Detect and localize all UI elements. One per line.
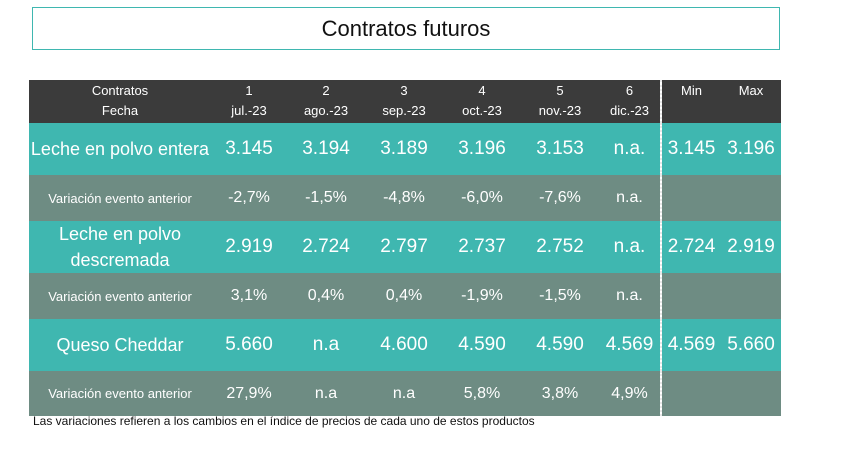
row-label: Queso Cheddar (29, 319, 211, 371)
table-cell: 3.145 (211, 123, 287, 175)
row-label: Variación evento anterior (29, 371, 211, 416)
table-cell: 3.153 (521, 123, 599, 175)
month-label: nov.-23 (538, 103, 582, 118)
table-cell: n.a (287, 371, 365, 416)
month-label: dic.-23 (609, 103, 650, 118)
max-cell (721, 371, 781, 416)
table-row: Variación evento anterior 3,1% 0,4% 0,4%… (29, 273, 781, 319)
table-cell: 2.919 (211, 221, 287, 273)
table-cell: n.a. (599, 221, 661, 273)
table-cell: 4.590 (443, 319, 521, 371)
header-month-3: 3 sep.-23 (365, 80, 443, 123)
month-number: 2 (322, 83, 330, 98)
max-cell (721, 273, 781, 319)
table-cell: 2.797 (365, 221, 443, 273)
row-label: Leche en polvo descremada (29, 221, 211, 273)
month-number: 3 (400, 83, 408, 98)
table-cell: 0,4% (287, 273, 365, 319)
table-cell: 3.194 (287, 123, 365, 175)
table-cell: n.a. (599, 123, 661, 175)
max-cell (721, 175, 781, 221)
max-cell: 2.919 (721, 221, 781, 273)
min-cell (660, 371, 721, 416)
table-cell: -1,9% (443, 273, 521, 319)
header-month-6: 6 dic.-23 (599, 80, 661, 123)
min-cell (660, 175, 721, 221)
table-row: Leche en polvo descremada 2.919 2.724 2.… (29, 221, 781, 273)
month-number: 4 (478, 83, 486, 98)
header-contracts-date: Contratos Fecha (29, 80, 211, 123)
table-cell: 4,9% (599, 371, 661, 416)
table-cell: 2.724 (287, 221, 365, 273)
table-row: Variación evento anterior 27,9% n.a n.a … (29, 371, 781, 416)
table-cell: n.a. (599, 273, 661, 319)
header-contracts-label: Contratos (91, 83, 149, 98)
table-cell: -1,5% (287, 175, 365, 221)
table-row: Leche en polvo entera 3.145 3.194 3.189 … (29, 123, 781, 175)
table-cell: 0,4% (365, 273, 443, 319)
min-cell: 4.569 (660, 319, 721, 371)
footnote: Las variaciones refieren a los cambios e… (33, 414, 535, 428)
month-number: 6 (625, 83, 634, 98)
table-cell: 5.660 (211, 319, 287, 371)
table-cell: 4.600 (365, 319, 443, 371)
table-cell: -4,8% (365, 175, 443, 221)
table-cell: -2,7% (211, 175, 287, 221)
table-row: Queso Cheddar 5.660 n.a 4.600 4.590 4.59… (29, 319, 781, 371)
table-cell: n.a. (599, 175, 661, 221)
table-cell: 3,1% (211, 273, 287, 319)
table-cell: n.a (287, 319, 365, 371)
table-cell: -1,5% (521, 273, 599, 319)
table-cell: 2.737 (443, 221, 521, 273)
min-cell (660, 273, 721, 319)
month-number: 1 (245, 83, 253, 98)
header-month-5: 5 nov.-23 (521, 80, 599, 123)
header-month-4: 4 oct.-23 (443, 80, 521, 123)
row-label: Variación evento anterior (29, 273, 211, 319)
month-label: oct.-23 (462, 103, 502, 118)
header-row: Contratos Fecha 1 jul.-23 2 ago.-23 3 sep.-… (29, 80, 781, 123)
min-cell: 3.145 (660, 123, 721, 175)
table-cell: n.a (365, 371, 443, 416)
table-cell: -6,0% (443, 175, 521, 221)
max-cell: 5.660 (721, 319, 781, 371)
month-label: jul.-23 (231, 103, 267, 118)
max-cell: 3.196 (721, 123, 781, 175)
header-max: Max (721, 80, 781, 123)
month-label: sep.-23 (382, 103, 426, 118)
table-cell: -7,6% (521, 175, 599, 221)
table-cell: 3,8% (521, 371, 599, 416)
page-title: Contratos futuros (32, 7, 780, 50)
table-cell: 27,9% (211, 371, 287, 416)
futures-table: Contratos Fecha 1 jul.-23 2 ago.-23 3 sep.-… (29, 80, 781, 416)
table-cell: 3.189 (365, 123, 443, 175)
table-cell: 3.196 (443, 123, 521, 175)
header-date-label: Fecha (101, 103, 139, 118)
header-min: Min (660, 80, 721, 123)
month-label: ago.-23 (303, 103, 349, 118)
table-cell: 4.590 (521, 319, 599, 371)
header-month-1: 1 jul.-23 (211, 80, 287, 123)
month-number: 5 (556, 83, 564, 98)
table-row: Variación evento anterior -2,7% -1,5% -4… (29, 175, 781, 221)
row-label: Variación evento anterior (29, 175, 211, 221)
table-cell: 5,8% (443, 371, 521, 416)
row-label: Leche en polvo entera (29, 123, 211, 175)
header-month-2: 2 ago.-23 (287, 80, 365, 123)
table-cell: 4.569 (599, 319, 661, 371)
table-cell: 2.752 (521, 221, 599, 273)
min-cell: 2.724 (660, 221, 721, 273)
